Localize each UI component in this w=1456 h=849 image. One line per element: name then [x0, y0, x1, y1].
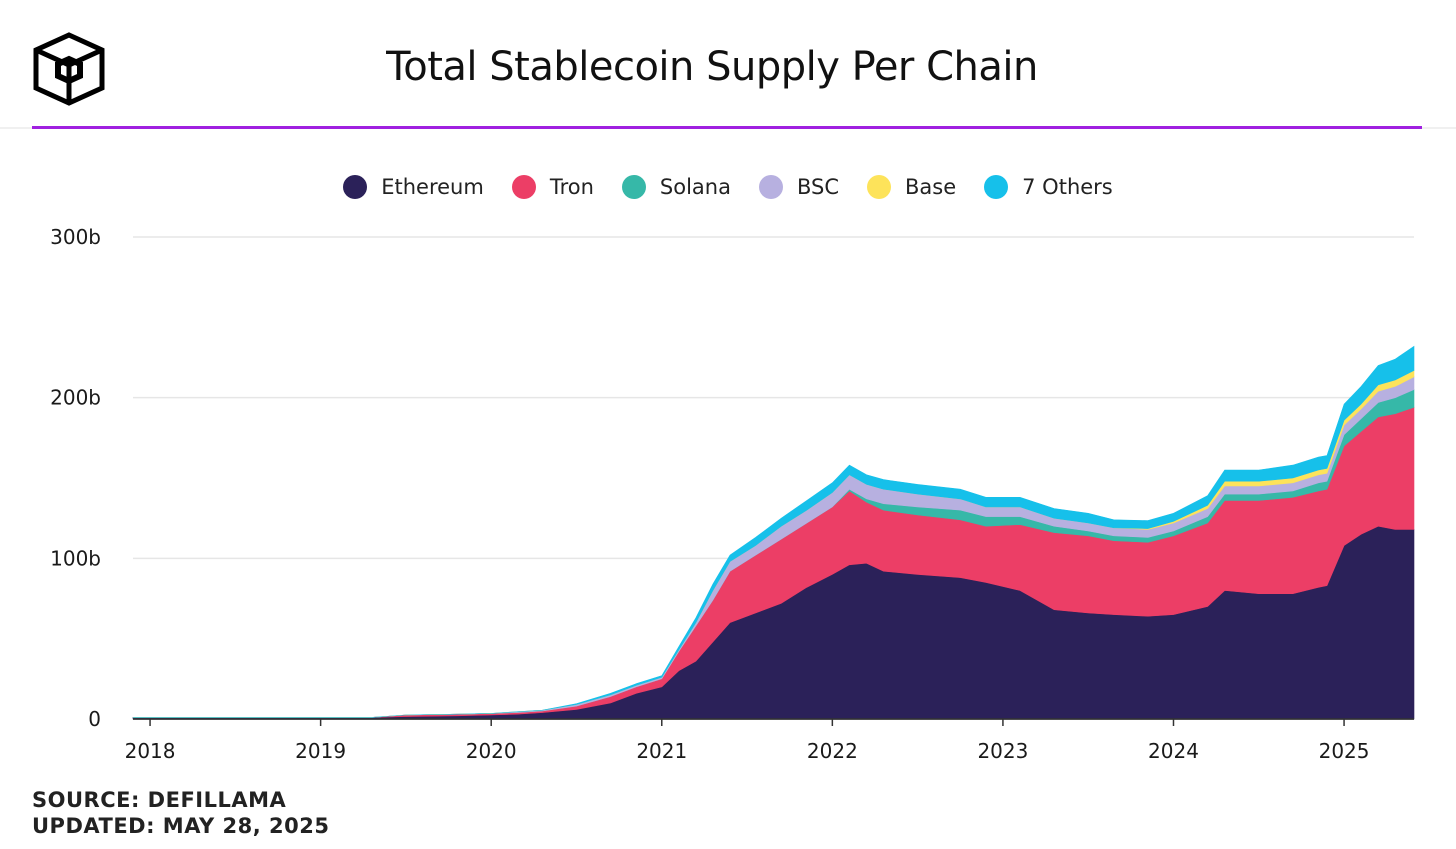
legend-label-base: Base: [905, 175, 957, 199]
legend-swatch-solana: [621, 175, 646, 199]
x-tick-label-2018: 2018: [125, 739, 176, 763]
x-tick-label-2022: 2022: [807, 739, 858, 763]
stacked-area-chart: 0 100b 200b 300b 2018 2019 2020 2021 2022 2023 202…: [50, 225, 1415, 763]
legend-item-ethereum: Ethereum: [343, 175, 484, 199]
legend-label-bsc: BSC: [796, 175, 839, 199]
updated-label: UPDATED: MAY 28, 2025: [32, 814, 330, 838]
y-tick-label-0: 0: [88, 707, 101, 731]
source-note: SOURCE: DEFILLAMA UPDATED: MAY 28, 2025: [32, 787, 329, 839]
x-tick-label-2025: 2025: [1319, 739, 1370, 763]
legend-item-tron: Tron: [511, 175, 594, 199]
area-7-others: [133, 345, 1415, 718]
y-tick-label-300b: 300b: [50, 225, 101, 249]
y-tick-label-100b: 100b: [50, 546, 101, 570]
source-label: SOURCE: DEFILLAMA: [32, 788, 287, 812]
legend-label-ethereum: Ethereum: [381, 175, 484, 199]
chart-header: Total Stablecoin Supply Per Chain: [0, 0, 1456, 129]
legend-label-tron: Tron: [549, 175, 594, 199]
chart-title: Total Stablecoin Supply Per Chain: [386, 44, 1038, 90]
legend-swatch-bsc: [758, 175, 783, 199]
legend-item-base: Base: [867, 175, 956, 199]
x-tick-label-2021: 2021: [636, 739, 687, 763]
legend-swatch-tron: [511, 175, 536, 199]
legend-label-solana: Solana: [659, 175, 731, 199]
x-tick-label-2024: 2024: [1148, 739, 1199, 763]
legend-swatch-7-others: [984, 175, 1009, 199]
x-tick-label-2019: 2019: [295, 739, 346, 763]
y-tick-label-200b: 200b: [50, 386, 101, 410]
legend-item-solana: Solana: [621, 175, 731, 199]
chart-legend: Ethereum Tron Solana BSC Base 7 Others: [0, 170, 1456, 204]
cube-logo-icon: [33, 32, 105, 106]
legend-label-7-others: 7 Others: [1022, 175, 1113, 199]
x-tick-label-2023: 2023: [977, 739, 1028, 763]
header-accent-line: [32, 126, 1422, 129]
legend-swatch-ethereum: [343, 175, 368, 199]
legend-item-7-others: 7 Others: [984, 175, 1113, 199]
x-tick-label-2020: 2020: [466, 739, 517, 763]
legend-swatch-base: [867, 175, 891, 199]
legend-item-bsc: BSC: [758, 175, 839, 199]
